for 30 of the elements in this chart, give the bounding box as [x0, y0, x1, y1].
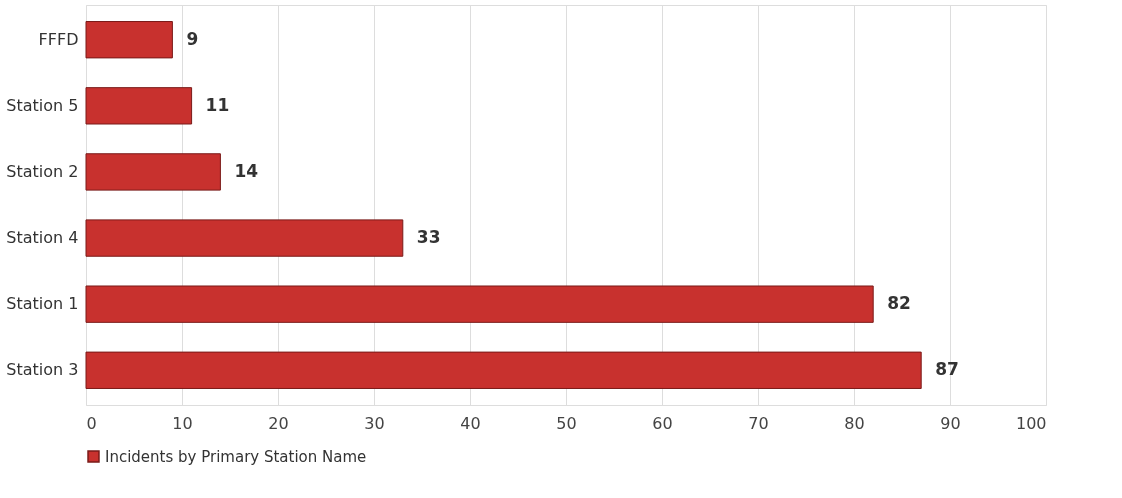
- legend-label: Incidents by Primary Station Name: [105, 447, 367, 466]
- x-tick-label: 30: [364, 413, 385, 433]
- bar: [85, 21, 173, 59]
- data-label: 11: [205, 94, 230, 115]
- x-tick-label: 60: [652, 413, 673, 433]
- y-tick-label: Station 5: [6, 95, 79, 115]
- data-label: 87: [935, 359, 959, 380]
- x-tick-label: 50: [556, 413, 577, 433]
- y-tick-label: FFFD: [38, 29, 79, 49]
- bar: [85, 285, 874, 323]
- y-tick-label: Station 1: [6, 294, 79, 314]
- y-tick-label: Station 2: [6, 161, 79, 181]
- bar: [85, 153, 221, 191]
- x-tick-label: 70: [748, 413, 769, 433]
- x-tick-label: 40: [460, 413, 481, 433]
- x-tick-label: 10: [172, 413, 193, 433]
- x-tick-label: 0: [86, 413, 97, 433]
- y-tick-label: Station 3: [6, 360, 79, 380]
- x-tick-label: 80: [844, 413, 865, 433]
- data-label: 33: [416, 227, 441, 248]
- data-label: 9: [186, 28, 199, 49]
- data-label: 82: [887, 293, 911, 314]
- x-tick-label: 90: [940, 413, 961, 433]
- bar: [85, 219, 404, 257]
- bar: [85, 87, 193, 125]
- y-tick-label: Station 4: [6, 228, 79, 248]
- x-tick-label: 20: [268, 413, 289, 433]
- data-label: 14: [234, 160, 259, 181]
- bar: [85, 351, 922, 389]
- x-tick-label: 100: [1015, 413, 1047, 433]
